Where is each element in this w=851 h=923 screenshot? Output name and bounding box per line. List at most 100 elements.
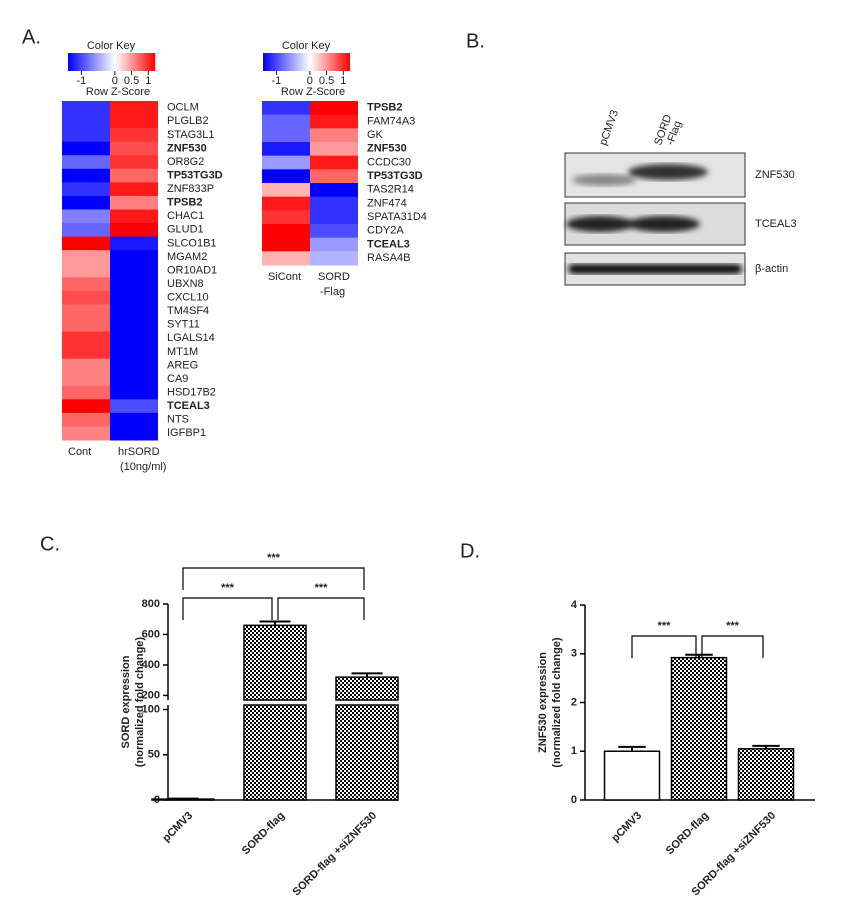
heat-cell [62,250,110,265]
panel-label: A. [22,26,41,48]
key-tick-label: -1 [271,75,281,87]
heat-cell [310,128,358,143]
heat-cell [262,210,310,225]
heat-cell [62,372,110,387]
heat-cell [262,101,310,116]
y-tick-label: 600 [142,628,160,640]
row-label: MT1M [167,346,198,358]
heat-cell [310,142,358,157]
bar [603,750,661,801]
column-label: SORD [318,271,350,283]
row-label: GK [367,129,384,141]
row-label: ZNF474 [367,197,407,209]
heat-cell [262,114,310,129]
row-label: LGALS14 [167,332,215,344]
sig-bracket [182,597,273,620]
heat-cell [110,155,158,170]
heat-cell [262,237,310,252]
column-label: -Flag [320,286,345,298]
y-tick-label: 800 [142,598,160,610]
sig-label: *** [315,582,329,594]
y-tick-label: 200 [142,689,160,701]
heat-cell [110,331,158,346]
y-tick-label: 50 [148,749,160,761]
row-label: ZNF530 [167,142,207,154]
row-label: TPSB2 [367,102,402,114]
sig-label: *** [221,582,235,594]
row-label: CA9 [167,373,188,385]
heat-cell [262,183,310,198]
key-label: Row Z-Score [86,86,150,98]
heat-cell [62,412,110,427]
x-tick-label: SORD-flag [664,810,711,857]
heat-cell [110,250,158,265]
row-label: OCLM [167,102,199,114]
sig-bracket [701,635,764,658]
heat-cell [62,209,110,224]
heat-cell [62,236,110,251]
heat-cell [310,155,358,170]
column-label: Cont [68,446,91,458]
sig-bracket [631,635,697,658]
key-tick-label: 0.5 [319,75,334,87]
heat-cell [110,399,158,414]
error-bar [259,620,291,626]
heat-cell [62,141,110,156]
column-label: hrSORD [118,446,160,458]
panel-label: C. [40,533,60,555]
heat-cell [110,358,158,373]
key-tick-label: -1 [76,75,86,87]
heat-cell [262,224,310,239]
heat-cell [110,236,158,251]
row-label: MGAM2 [167,251,207,263]
band-label: β-actin [755,263,788,275]
error-bar [618,745,646,752]
heat-cell [62,304,110,319]
key-tick-label: 0 [112,75,118,87]
heat-cell [62,114,110,129]
heat-cell [62,345,110,360]
y-axis-label: (normalized fold change) [134,637,146,768]
heat-cell [310,210,358,225]
y-tick-label: 0 [571,794,577,806]
heat-cell [110,426,158,441]
heat-cell [110,412,158,427]
heat-cell [110,223,158,238]
sig-label: *** [658,620,672,632]
heat-cell [310,224,358,239]
heat-cell [110,317,158,333]
sig-label: *** [726,620,740,632]
heat-cell [110,290,158,305]
y-tick-label: 100 [142,703,160,715]
row-label: TCEAL3 [167,400,210,412]
heat-cell [262,155,310,170]
heat-cell [110,101,158,116]
heat-cell [110,209,158,224]
heat-cell [62,277,110,292]
key-title: Color Key [282,40,331,52]
bar [335,704,399,801]
y-tick-label: 3 [571,648,577,660]
row-label: HSD17B2 [167,386,216,398]
heat-cell [310,114,358,129]
heat-cell [310,169,358,184]
key-tick-label: 0 [307,75,313,87]
row-label: TP53TG3D [367,170,423,182]
heat-cell [110,263,158,278]
y-axis-label: ZNF530 expression [537,652,549,753]
key-tick-label: 1 [145,75,151,87]
row-label: CCDC30 [367,156,411,168]
heat-cell [110,141,158,156]
error-bar [351,672,383,678]
heat-cell [62,195,110,210]
bar [737,748,795,801]
heat-cell [262,142,310,157]
heat-cell [110,195,158,210]
heat-cell [110,182,158,197]
row-label: OR8G2 [167,156,204,168]
column-label: (10ng/ml) [120,461,166,473]
heat-cell [62,155,110,170]
heat-cell [62,168,110,183]
heat-cell [62,331,110,346]
